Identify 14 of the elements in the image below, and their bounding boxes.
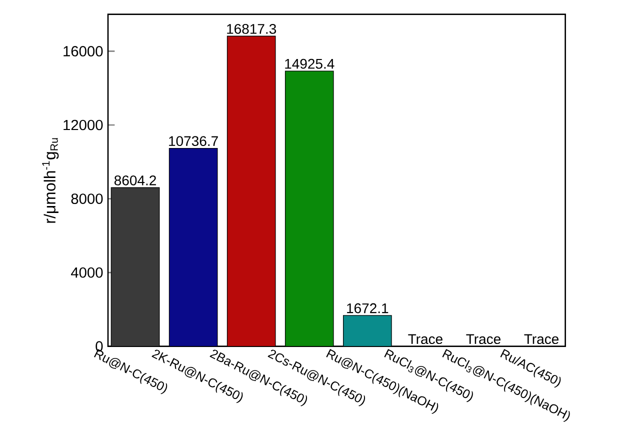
data-label: 16817.3 — [227, 24, 276, 34]
data-label: 8604.2 — [114, 175, 156, 186]
y-tick-label: 12000 — [64, 120, 103, 130]
data-label: 14925.4 — [285, 58, 334, 69]
text: Trace — [524, 334, 559, 344]
y-tick-label: 4000 — [71, 267, 103, 278]
text: Trace — [466, 334, 500, 344]
y-tick-label: 0 — [96, 341, 103, 352]
data-label: 1672.1 — [347, 303, 388, 314]
text: Trace — [408, 334, 442, 344]
y-tick-label: 8000 — [71, 194, 103, 204]
data-label: 10736.7 — [169, 136, 218, 146]
y-tick-label: 16000 — [64, 46, 103, 56]
y-axis-title: r/μmolh$^{-1}$g$_{Ru}$ — [42, 138, 59, 223]
